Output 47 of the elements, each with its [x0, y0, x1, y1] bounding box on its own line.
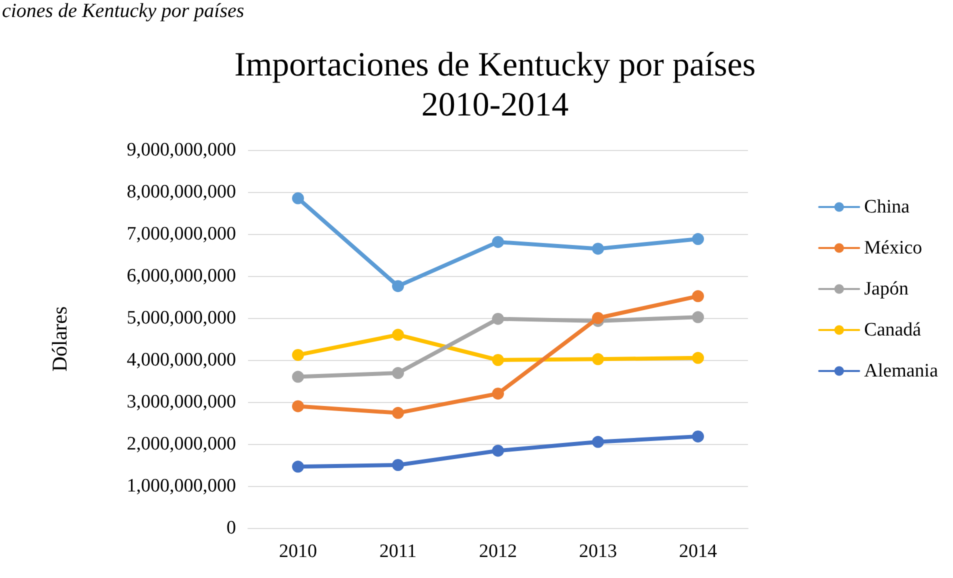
x-tick-label: 2011: [379, 541, 417, 562]
point: [592, 242, 604, 255]
point: [592, 436, 604, 448]
point: [292, 370, 304, 383]
y-tick-label: 9,000,000,000: [126, 140, 236, 160]
point: [692, 430, 704, 442]
point: [292, 192, 304, 204]
x-tick-label: 2014: [679, 541, 718, 562]
y-tick-label: 3,000,000,000: [126, 392, 236, 412]
point: [692, 311, 704, 324]
legend-label: China: [864, 196, 910, 218]
point: [492, 444, 504, 457]
point: [492, 354, 504, 366]
point: [592, 312, 604, 324]
text: ciones de Kentucky por países: [2, 0, 244, 23]
point: [492, 236, 504, 248]
point: [692, 352, 704, 364]
y-tick-label: 6,000,000,000: [126, 266, 236, 286]
point: [392, 406, 404, 419]
y-tick-label: 8,000,000,000: [126, 182, 236, 202]
x-tick-label: 2013: [579, 541, 617, 562]
legend-label: México: [864, 238, 922, 258]
x-tick-label: 2010: [279, 541, 317, 562]
y-axis-title: Dólares: [48, 306, 72, 372]
point: [692, 290, 704, 302]
y-tick-label: 2,000,000,000: [126, 434, 236, 454]
legend-label: Canadá: [864, 320, 922, 340]
legend-label: Japón: [864, 278, 909, 300]
point: [292, 348, 304, 361]
point: [392, 280, 404, 292]
legend-label: Alemania: [864, 360, 939, 382]
point: [692, 233, 704, 246]
point: [392, 328, 404, 341]
y-tick-label: 1,000,000,000: [126, 476, 236, 496]
x-tick-label: 2012: [479, 541, 517, 562]
point: [392, 459, 404, 471]
point: [492, 312, 504, 325]
point: [292, 460, 304, 473]
point: [492, 388, 504, 400]
point: [292, 400, 304, 412]
point: [592, 353, 604, 366]
y-tick-label: 5,000,000,000: [126, 308, 236, 328]
y-tick-label: 7,000,000,000: [126, 224, 236, 244]
chart-title: Importaciones de Kentucky por países 2010-2014: [234, 46, 756, 124]
y-tick-label: 4,000,000,000: [126, 350, 236, 370]
point: [392, 367, 404, 380]
y-tick-label: 0: [226, 518, 236, 538]
